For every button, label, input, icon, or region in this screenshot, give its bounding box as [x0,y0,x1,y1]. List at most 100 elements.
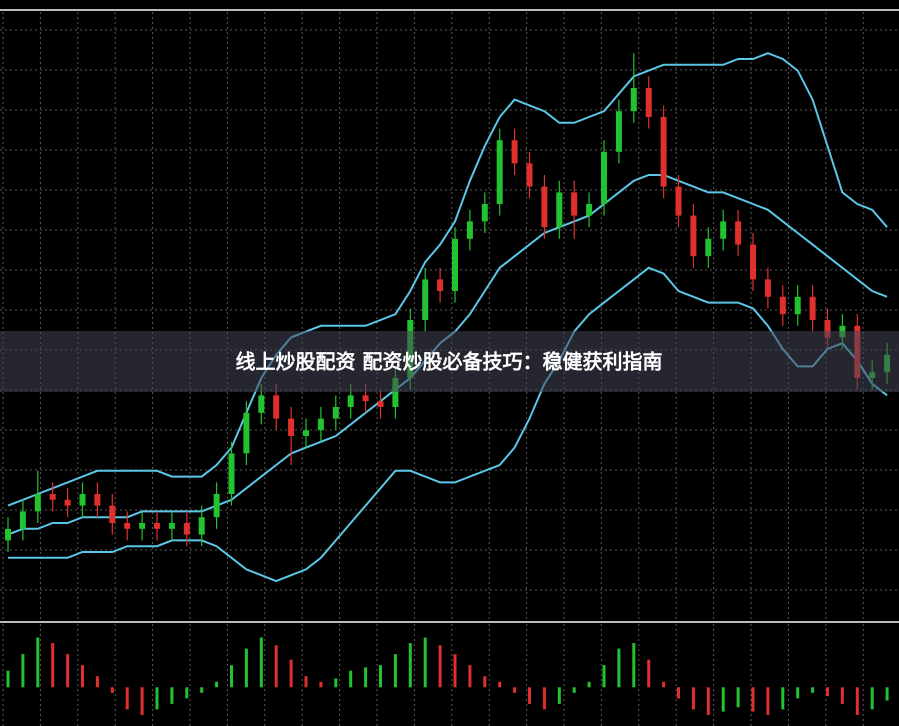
candle-body [332,407,339,419]
histogram-bar [468,665,472,688]
candle-body [735,221,742,245]
candle-body [437,279,444,291]
candle-body [690,215,697,257]
histogram-bar [21,654,25,688]
histogram-bar [557,687,561,704]
candle-body [496,140,503,204]
histogram-bar [51,643,55,688]
histogram-bar [259,637,263,688]
candle-body [601,151,607,204]
candle-body [94,494,101,506]
histogram-bar [855,687,859,715]
histogram-bar [721,687,725,712]
candle-body [273,395,280,419]
histogram-bar [319,681,323,688]
histogram-bar [498,681,502,688]
histogram-bar [632,643,636,688]
candle-body [764,279,771,297]
histogram-bar [840,687,844,704]
histogram-bar [110,687,114,693]
candle-body [556,192,563,228]
candle-body [466,221,473,239]
candle-body [124,523,131,529]
candle-body [794,296,801,315]
candle-body [779,296,786,315]
candle-body [228,453,235,494]
histogram-bar [826,687,829,697]
candle-body [660,117,667,187]
candle-body [5,528,11,541]
histogram-bar [885,687,889,701]
histogram-bar [662,681,666,688]
band-line [8,266,888,583]
histogram-bar [811,687,815,693]
candle-body [243,412,250,454]
candle-body [630,88,637,112]
histogram-bar [677,687,680,699]
histogram-bar [364,667,368,688]
candle-body [377,401,384,407]
histogram-bar [542,687,546,710]
histogram-bar [602,665,606,688]
candle-body [809,296,816,320]
histogram-bar [349,670,353,688]
histogram-bar [66,654,70,688]
histogram-bar [393,654,397,688]
candle-body [705,238,712,257]
candle-body [720,221,727,239]
histogram-bar [215,681,219,688]
grid [0,12,899,726]
candle-body [109,505,116,523]
chart-title: 线上炒股配资 配资炒股必备技巧：稳健获利指南 [236,350,663,374]
histogram-bar [125,687,129,710]
candle-body [645,88,652,117]
candle-body [183,523,190,535]
candle-body [303,430,309,436]
histogram-bar [185,687,189,699]
candle-body [317,418,324,431]
histogram-bar [36,637,40,688]
histogram-bar [736,687,740,708]
histogram-bar [423,637,427,688]
candle-body [19,511,26,529]
histogram-bar [170,687,174,704]
histogram-bar [528,687,531,704]
histogram-bar [751,687,755,712]
histogram-bar [274,645,278,688]
candle-body [824,320,831,338]
histogram-bar [453,654,457,688]
candle-body [258,395,265,413]
candle-body [198,517,205,535]
candle-body [154,523,160,529]
histogram-bar [6,670,10,688]
candle-body [168,523,175,529]
candle-body [213,494,220,518]
histogram-bar [617,648,621,688]
histogram-bar [155,687,159,710]
candle-body [139,523,146,529]
candle-body [64,499,71,506]
histogram-bar [706,687,710,715]
candle-body [422,279,429,320]
histogram-bar [587,681,591,688]
histogram-bar [766,687,770,715]
candle-body [675,186,682,216]
histogram-bar [483,676,487,688]
candle-body [481,204,488,222]
histogram-bar [95,676,99,688]
candle-body [49,494,56,500]
candle-body [347,395,354,407]
histogram-bar [200,687,204,693]
histogram-bar [408,643,412,688]
histogram-bar [513,687,517,693]
histogram-bar [304,676,308,688]
candle-body [288,418,295,436]
candle-body [392,378,399,407]
band-line [7,52,888,507]
histogram-bar [781,687,785,710]
histogram-bar [230,665,233,688]
histogram-bar [140,687,144,715]
candle-body [511,140,518,164]
histogram-bar [438,645,442,688]
